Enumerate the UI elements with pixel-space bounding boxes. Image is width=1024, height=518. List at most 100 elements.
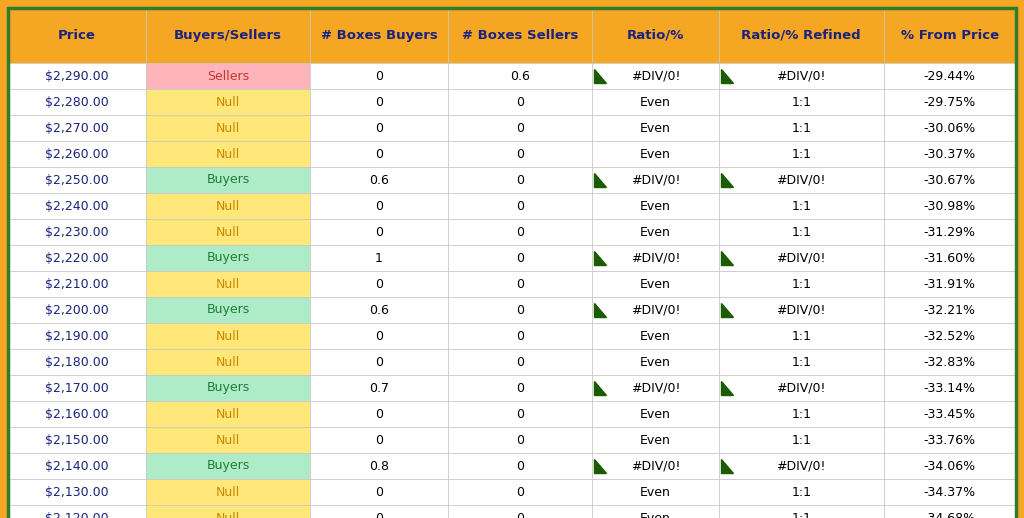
Text: -31.60%: -31.60% xyxy=(924,252,976,265)
Bar xyxy=(884,271,1016,297)
Bar xyxy=(145,453,310,479)
Bar xyxy=(592,323,719,349)
Bar xyxy=(8,8,145,63)
Text: 0.6: 0.6 xyxy=(510,69,529,82)
Text: 0: 0 xyxy=(375,434,383,447)
Text: Even: Even xyxy=(640,199,671,212)
Text: 0: 0 xyxy=(516,459,523,472)
Bar xyxy=(8,219,145,245)
Bar xyxy=(310,375,447,401)
Text: 0: 0 xyxy=(375,329,383,342)
Bar xyxy=(447,63,592,89)
Polygon shape xyxy=(721,173,733,187)
Text: #DIV/0!: #DIV/0! xyxy=(776,381,826,395)
Bar xyxy=(8,349,145,375)
Text: Even: Even xyxy=(640,511,671,518)
Text: 0: 0 xyxy=(516,408,523,421)
Bar xyxy=(884,401,1016,427)
Text: $2,130.00: $2,130.00 xyxy=(45,485,109,498)
Text: Price: Price xyxy=(58,29,96,42)
Bar xyxy=(719,141,884,167)
Text: 0: 0 xyxy=(375,408,383,421)
Bar xyxy=(8,323,145,349)
Bar xyxy=(8,245,145,271)
Bar xyxy=(884,427,1016,453)
Bar xyxy=(884,323,1016,349)
Bar xyxy=(310,271,447,297)
Text: Buyers: Buyers xyxy=(206,459,250,472)
Text: 0.8: 0.8 xyxy=(369,459,389,472)
Bar xyxy=(719,505,884,518)
Bar xyxy=(719,401,884,427)
Bar xyxy=(310,89,447,115)
Polygon shape xyxy=(721,251,733,265)
Text: #DIV/0!: #DIV/0! xyxy=(776,304,826,316)
Text: #DIV/0!: #DIV/0! xyxy=(776,459,826,472)
Text: 1:1: 1:1 xyxy=(792,122,811,135)
Bar xyxy=(447,245,592,271)
Bar xyxy=(310,453,447,479)
Bar xyxy=(592,479,719,505)
Text: 0: 0 xyxy=(375,69,383,82)
Bar xyxy=(447,141,592,167)
Text: Null: Null xyxy=(216,225,240,238)
Text: Null: Null xyxy=(216,199,240,212)
Text: Even: Even xyxy=(640,225,671,238)
Bar xyxy=(310,115,447,141)
Text: -33.76%: -33.76% xyxy=(924,434,976,447)
Bar xyxy=(884,63,1016,89)
Text: Even: Even xyxy=(640,485,671,498)
Text: Buyers: Buyers xyxy=(206,304,250,316)
Bar xyxy=(884,193,1016,219)
Text: Null: Null xyxy=(216,278,240,291)
Text: -33.14%: -33.14% xyxy=(924,381,976,395)
Bar xyxy=(884,219,1016,245)
Text: $2,200.00: $2,200.00 xyxy=(45,304,109,316)
Text: #DIV/0!: #DIV/0! xyxy=(631,174,680,186)
Bar xyxy=(592,453,719,479)
Polygon shape xyxy=(594,251,605,265)
Text: 0: 0 xyxy=(516,485,523,498)
Text: #DIV/0!: #DIV/0! xyxy=(776,252,826,265)
Text: Buyers: Buyers xyxy=(206,381,250,395)
Bar xyxy=(884,297,1016,323)
Bar xyxy=(884,245,1016,271)
Bar xyxy=(447,193,592,219)
Text: -30.67%: -30.67% xyxy=(924,174,976,186)
Text: -30.06%: -30.06% xyxy=(924,122,976,135)
Bar xyxy=(145,427,310,453)
Text: Ratio/% Refined: Ratio/% Refined xyxy=(741,29,861,42)
Bar xyxy=(884,8,1016,63)
Text: Buyers: Buyers xyxy=(206,252,250,265)
Text: 0.7: 0.7 xyxy=(369,381,389,395)
Bar xyxy=(719,89,884,115)
Bar xyxy=(145,323,310,349)
Text: $2,270.00: $2,270.00 xyxy=(45,122,109,135)
Text: #DIV/0!: #DIV/0! xyxy=(631,69,680,82)
Text: Even: Even xyxy=(640,278,671,291)
Bar xyxy=(592,427,719,453)
Text: $2,190.00: $2,190.00 xyxy=(45,329,109,342)
Text: 0: 0 xyxy=(516,381,523,395)
Bar xyxy=(592,505,719,518)
Bar xyxy=(884,505,1016,518)
Bar xyxy=(447,349,592,375)
Text: 1:1: 1:1 xyxy=(792,355,811,368)
Text: 1:1: 1:1 xyxy=(792,408,811,421)
Text: 0: 0 xyxy=(375,511,383,518)
Bar xyxy=(8,167,145,193)
Bar xyxy=(592,245,719,271)
Bar xyxy=(592,375,719,401)
Text: Even: Even xyxy=(640,355,671,368)
Text: $2,210.00: $2,210.00 xyxy=(45,278,109,291)
Polygon shape xyxy=(594,459,605,473)
Bar xyxy=(145,479,310,505)
Text: 0: 0 xyxy=(516,122,523,135)
Bar xyxy=(592,141,719,167)
Text: Null: Null xyxy=(216,485,240,498)
Bar xyxy=(310,401,447,427)
Text: -31.29%: -31.29% xyxy=(924,225,976,238)
Bar xyxy=(719,349,884,375)
Polygon shape xyxy=(594,303,605,317)
Text: $2,120.00: $2,120.00 xyxy=(45,511,109,518)
